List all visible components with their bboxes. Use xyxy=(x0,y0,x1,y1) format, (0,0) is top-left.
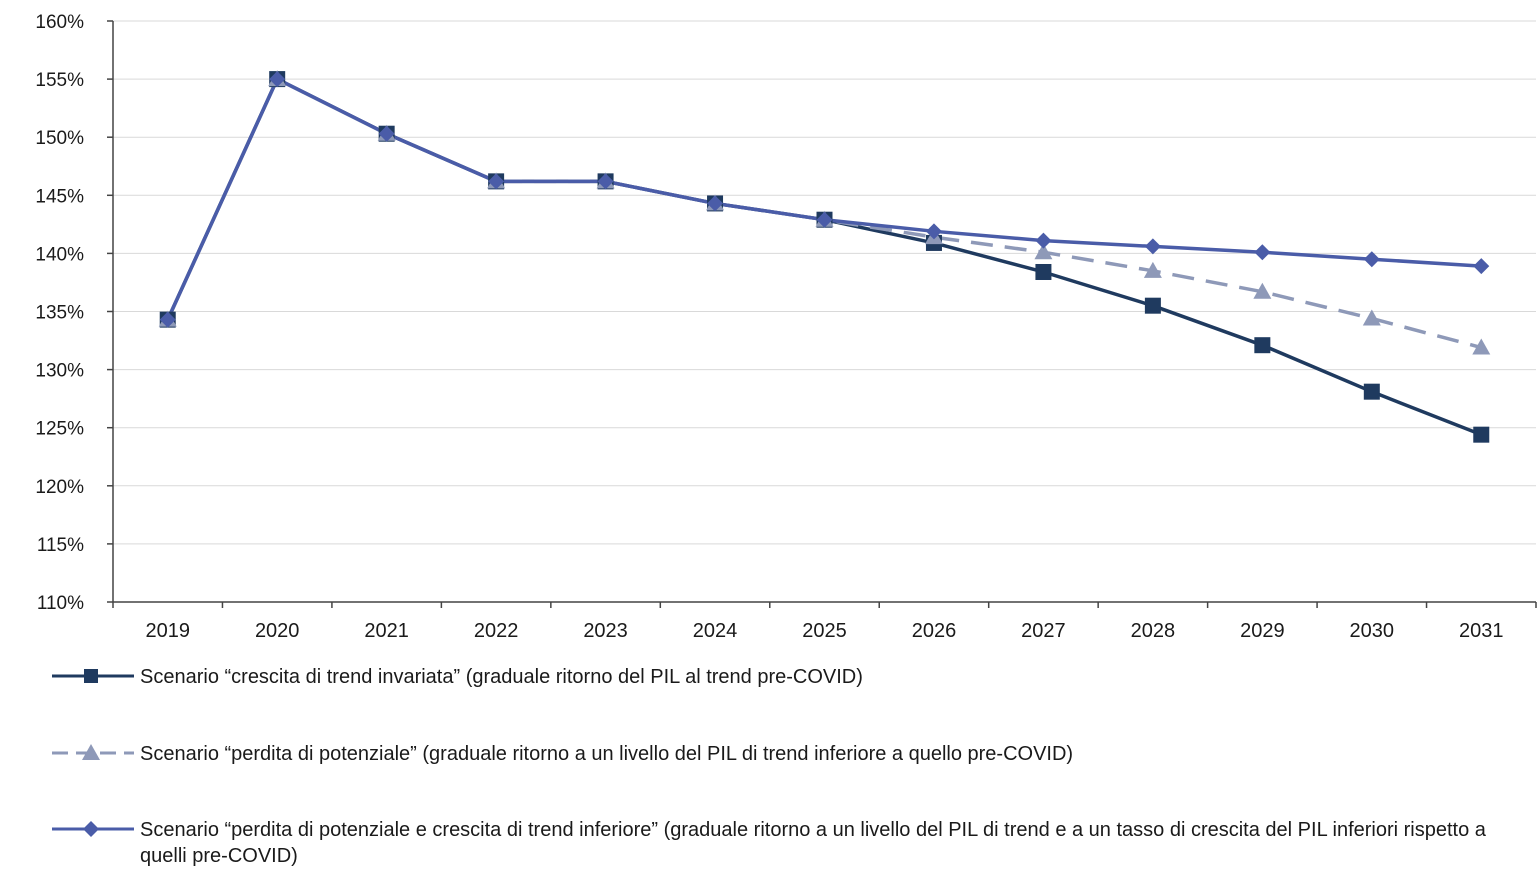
legend-label: Scenario “crescita di trend invariata” (… xyxy=(140,666,863,688)
data-point-diamond xyxy=(1254,244,1271,261)
data-point-diamond xyxy=(269,71,286,88)
y-tick-label: 150% xyxy=(35,128,84,149)
x-tick-label: 2030 xyxy=(1350,620,1395,642)
y-tick-label: 135% xyxy=(35,303,84,324)
data-point-diamond xyxy=(488,173,505,190)
data-point-diamond xyxy=(1144,238,1161,255)
data-point-diamond xyxy=(378,125,395,142)
data-point-diamond xyxy=(925,223,942,240)
legend-key-square-line xyxy=(52,669,134,683)
data-point-square xyxy=(1254,337,1271,354)
data-point-diamond xyxy=(1473,258,1490,275)
y-tick-label: 130% xyxy=(35,361,84,382)
y-tick-label: 120% xyxy=(35,477,84,498)
gridlines xyxy=(113,20,1536,545)
data-point-diamond xyxy=(597,173,614,190)
data-point-square xyxy=(1144,297,1161,314)
legend-item-series-3: Scenario “perdita di potenziale e cresci… xyxy=(50,817,1530,869)
legend-item-series-2: Scenario “perdita di potenziale” (gradua… xyxy=(50,741,1073,767)
data-point-square xyxy=(1035,263,1052,280)
y-tick-label: 160% xyxy=(35,12,84,33)
y-axis-tick-labels: 110% 115% 120% 125% 130% 135% 140% 145% 150% 155%… xyxy=(35,12,84,614)
data-point-triangle xyxy=(1362,309,1381,326)
x-tick-label: 2027 xyxy=(1021,620,1066,642)
data-point-square xyxy=(1473,426,1490,443)
data-point-diamond xyxy=(159,311,176,328)
series-line-3 xyxy=(166,77,1482,321)
data-point-diamond xyxy=(1035,232,1052,249)
y-tick-label: 125% xyxy=(35,419,84,440)
x-tick-label: 2021 xyxy=(364,620,409,642)
x-tick-label: 2023 xyxy=(583,620,628,642)
y-tick-label: 155% xyxy=(35,70,84,91)
series-lines xyxy=(166,77,1482,437)
x-tick-label: 2019 xyxy=(145,620,190,642)
y-tick-label: 140% xyxy=(35,244,84,265)
data-point-triangle xyxy=(1253,282,1272,299)
legend-label: Scenario “perdita di potenziale e cresci… xyxy=(140,819,1486,867)
legend-item-series-1: Scenario “crescita di trend invariata” (… xyxy=(50,664,863,690)
data-point-diamond xyxy=(816,211,833,228)
x-axis-tick-labels: 2019 2020 2021 2022 2023 2024 2025 2026 2027 2028… xyxy=(145,620,1503,642)
x-tick-label: 2022 xyxy=(474,620,519,642)
y-tick-label: 110% xyxy=(37,593,84,614)
x-tick-label: 2031 xyxy=(1459,620,1504,642)
y-tick-label: 145% xyxy=(35,186,84,207)
legend-label: Scenario “perdita di potenziale” (gradua… xyxy=(140,743,1074,765)
y-tick-label: 115% xyxy=(37,535,84,556)
x-tick-label: 2025 xyxy=(802,620,847,642)
x-tick-label: 2026 xyxy=(912,620,957,642)
legend-key-diamond-line xyxy=(52,821,134,837)
data-point-triangle xyxy=(1143,261,1162,278)
series-markers xyxy=(158,70,1491,443)
data-point-diamond xyxy=(1363,251,1380,268)
axes xyxy=(107,20,1537,608)
data-point-triangle xyxy=(1034,243,1053,260)
data-point-square xyxy=(1363,383,1380,400)
data-point-diamond xyxy=(707,195,724,212)
x-tick-label: 2020 xyxy=(255,620,300,642)
data-point-triangle xyxy=(1472,338,1491,355)
series-line-1 xyxy=(166,77,1482,437)
legend-key-triangle-dashed-line xyxy=(52,744,134,760)
x-tick-label: 2029 xyxy=(1240,620,1285,642)
x-tick-label: 2024 xyxy=(693,620,738,642)
x-tick-label: 2028 xyxy=(1131,620,1176,642)
